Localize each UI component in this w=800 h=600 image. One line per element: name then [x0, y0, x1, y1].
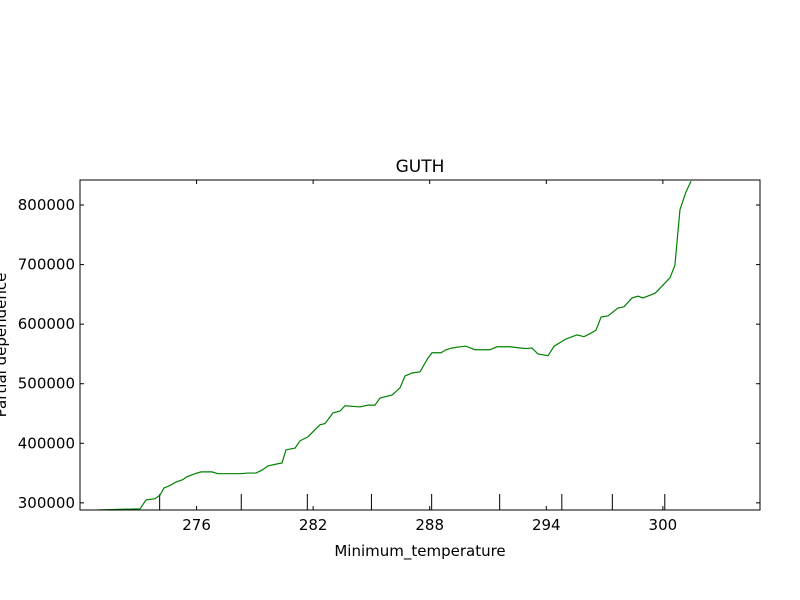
x-axis-label: Minimum_temperature: [334, 542, 505, 561]
x-tick-label: 294: [532, 516, 561, 534]
x-tick-label: 288: [415, 516, 444, 534]
y-tick-label: 800000: [18, 196, 75, 214]
y-tick-label: 500000: [18, 375, 75, 393]
y-tick-label: 600000: [18, 315, 75, 333]
x-tick-label: 282: [299, 516, 328, 534]
x-tick-label: 276: [182, 516, 211, 534]
data-line: [97, 180, 692, 510]
y-axis-label: Partial dependence: [0, 273, 10, 418]
y-tick-label: 400000: [18, 434, 75, 452]
chart-title: GUTH: [396, 157, 445, 177]
x-tick-label: 300: [649, 516, 678, 534]
y-tick-label: 700000: [18, 256, 75, 274]
plot-frame: [79, 179, 761, 511]
y-tick-label: 300000: [18, 494, 75, 512]
